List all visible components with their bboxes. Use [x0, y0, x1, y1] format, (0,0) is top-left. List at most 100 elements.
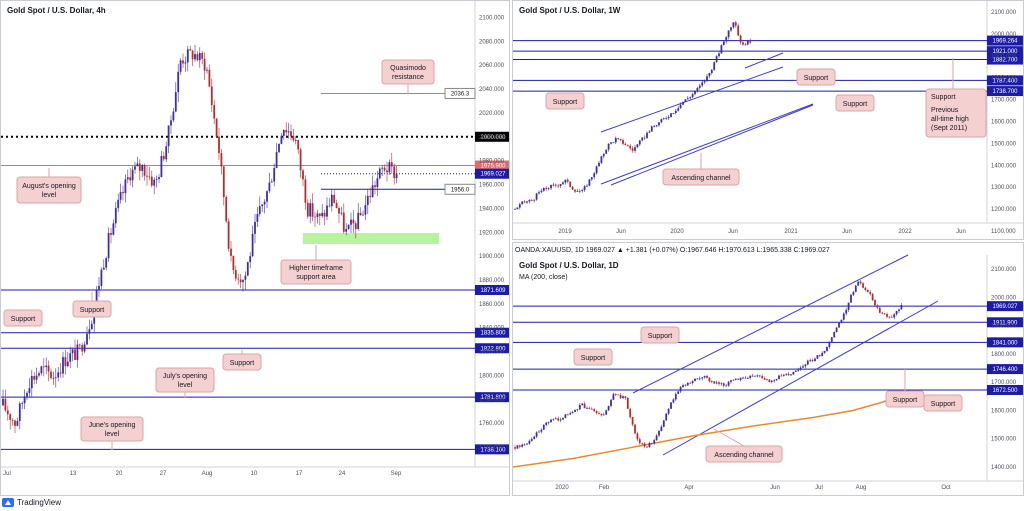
- x-tick-label: Jul: [3, 471, 11, 477]
- candle-body: [564, 414, 567, 418]
- y-tick-label: 1980.000: [479, 159, 505, 165]
- candle-body: [244, 275, 247, 280]
- x-tick-label: Jun: [842, 229, 852, 235]
- candle-body: [602, 414, 605, 416]
- candle-body: [684, 99, 687, 102]
- candle-body: [280, 135, 283, 144]
- svg-text:Support: Support: [804, 75, 829, 82]
- level-label: 1746.400: [992, 367, 1018, 373]
- candle-body: [809, 359, 812, 361]
- candle-body: [518, 445, 521, 447]
- candle-body: [612, 394, 615, 400]
- candle-body: [643, 443, 646, 447]
- annotation-asc-channel-1d: Ascending channel: [705, 428, 783, 463]
- y-tick-label: 1300.000: [991, 185, 1017, 191]
- candle-body: [581, 190, 584, 192]
- candle-body: [588, 179, 591, 186]
- candle-body: [874, 300, 876, 306]
- candle-body: [143, 165, 146, 176]
- candle-body: [662, 118, 665, 120]
- level-badge: [475, 131, 509, 142]
- candle-body: [670, 402, 672, 409]
- annotation-support-2: Support: [3, 309, 43, 327]
- candle-body: [830, 337, 833, 342]
- candle-body: [552, 418, 555, 420]
- candle-body: [526, 201, 528, 203]
- candle-body: [261, 204, 264, 207]
- candle-body: [547, 422, 550, 424]
- candle-body: [684, 385, 687, 386]
- candle-body: [802, 366, 804, 368]
- candle-body: [316, 213, 319, 218]
- level-label: 1835.800: [480, 331, 506, 337]
- tradingview-logo[interactable]: TradingView: [2, 498, 61, 507]
- candle-body: [518, 204, 521, 208]
- candle-body: [811, 359, 814, 362]
- candle-body: [828, 341, 831, 347]
- candle-body: [672, 399, 675, 403]
- candle-body: [381, 167, 384, 169]
- chart-1w[interactable]: Gold Spot / U.S. Dollar, 1W 1969.264 1921…: [513, 1, 1024, 240]
- candle-body: [542, 187, 545, 191]
- candle-body: [624, 396, 627, 398]
- candle-body: [631, 148, 634, 151]
- x-tick-label: 13: [70, 471, 77, 477]
- annotation-asc-channel: Ascending channel: [662, 153, 740, 186]
- svg-text:level: level: [42, 192, 57, 199]
- candle-body: [578, 404, 581, 410]
- candle-body: [273, 167, 276, 182]
- candle-body: [45, 365, 48, 368]
- candle-body: [742, 42, 744, 45]
- y-tick-label: 1880.000: [479, 278, 505, 284]
- x-tick-label: Aug: [856, 485, 867, 491]
- chart-panel-1d[interactable]: OANDA:XAUUSD, 1D 1969.027 ▲ +1.381 (+0.0…: [512, 242, 1024, 496]
- candle-body: [665, 413, 668, 421]
- candle-body: [110, 232, 112, 235]
- y-tick-label: 1600.000: [991, 119, 1017, 125]
- candle-body: [562, 417, 564, 420]
- candles-4h: [2, 44, 398, 434]
- chart-panel-1w[interactable]: Gold Spot / U.S. Dollar, 1W 1969.264 1921…: [512, 0, 1024, 240]
- candle-body: [701, 377, 704, 379]
- chart-panel-4h[interactable]: Gold Spot / U.S. Dollar, 4h 2036.3 2000.0…: [0, 0, 510, 496]
- candle-body: [835, 327, 838, 332]
- candle-body: [28, 388, 31, 393]
- x-tick-label: Jul: [815, 485, 823, 491]
- level-label: 1975.900: [480, 164, 506, 170]
- candle-body: [230, 248, 232, 256]
- candle-body: [737, 25, 740, 36]
- svg-text:Quasimodo: Quasimodo: [390, 65, 426, 72]
- candle-body: [263, 201, 266, 205]
- candle-body: [749, 375, 752, 378]
- support-area-zone: [303, 233, 439, 244]
- candle-body: [557, 418, 560, 421]
- candle-body: [672, 113, 675, 114]
- candle-body: [886, 314, 888, 317]
- candle-body: [576, 409, 579, 411]
- candle-body: [285, 129, 288, 133]
- candle-body: [701, 82, 704, 86]
- candle-body: [638, 439, 641, 443]
- candle-body: [538, 431, 540, 433]
- candle-body: [210, 86, 213, 106]
- candle-body: [823, 350, 826, 353]
- candle-body: [804, 364, 807, 367]
- y-tick-label: 2060.000: [479, 63, 505, 69]
- candle-body: [146, 175, 148, 177]
- candle-body: [354, 223, 357, 229]
- candle-body: [338, 207, 340, 214]
- candle-body: [854, 285, 857, 292]
- chart-1d[interactable]: OANDA:XAUUSD, 1D 1969.027 ▲ +1.381 (+0.0…: [513, 243, 1024, 496]
- candle-body: [514, 209, 516, 210]
- brand-label: TradingView: [17, 498, 62, 507]
- level-label: 1911.900: [993, 320, 1018, 326]
- candle-body: [526, 443, 528, 445]
- candle-body: [117, 199, 120, 209]
- y-tick-label: 1760.000: [479, 421, 505, 427]
- y-tick-label: 1800.000: [991, 352, 1017, 358]
- candle-body: [516, 445, 519, 449]
- chart-4h[interactable]: Gold Spot / U.S. Dollar, 4h 2036.3 2000.0…: [1, 1, 510, 496]
- svg-text:Higher timeframe: Higher timeframe: [289, 265, 343, 272]
- annotation-support-g: Support: [923, 394, 963, 412]
- candle-body: [52, 377, 55, 379]
